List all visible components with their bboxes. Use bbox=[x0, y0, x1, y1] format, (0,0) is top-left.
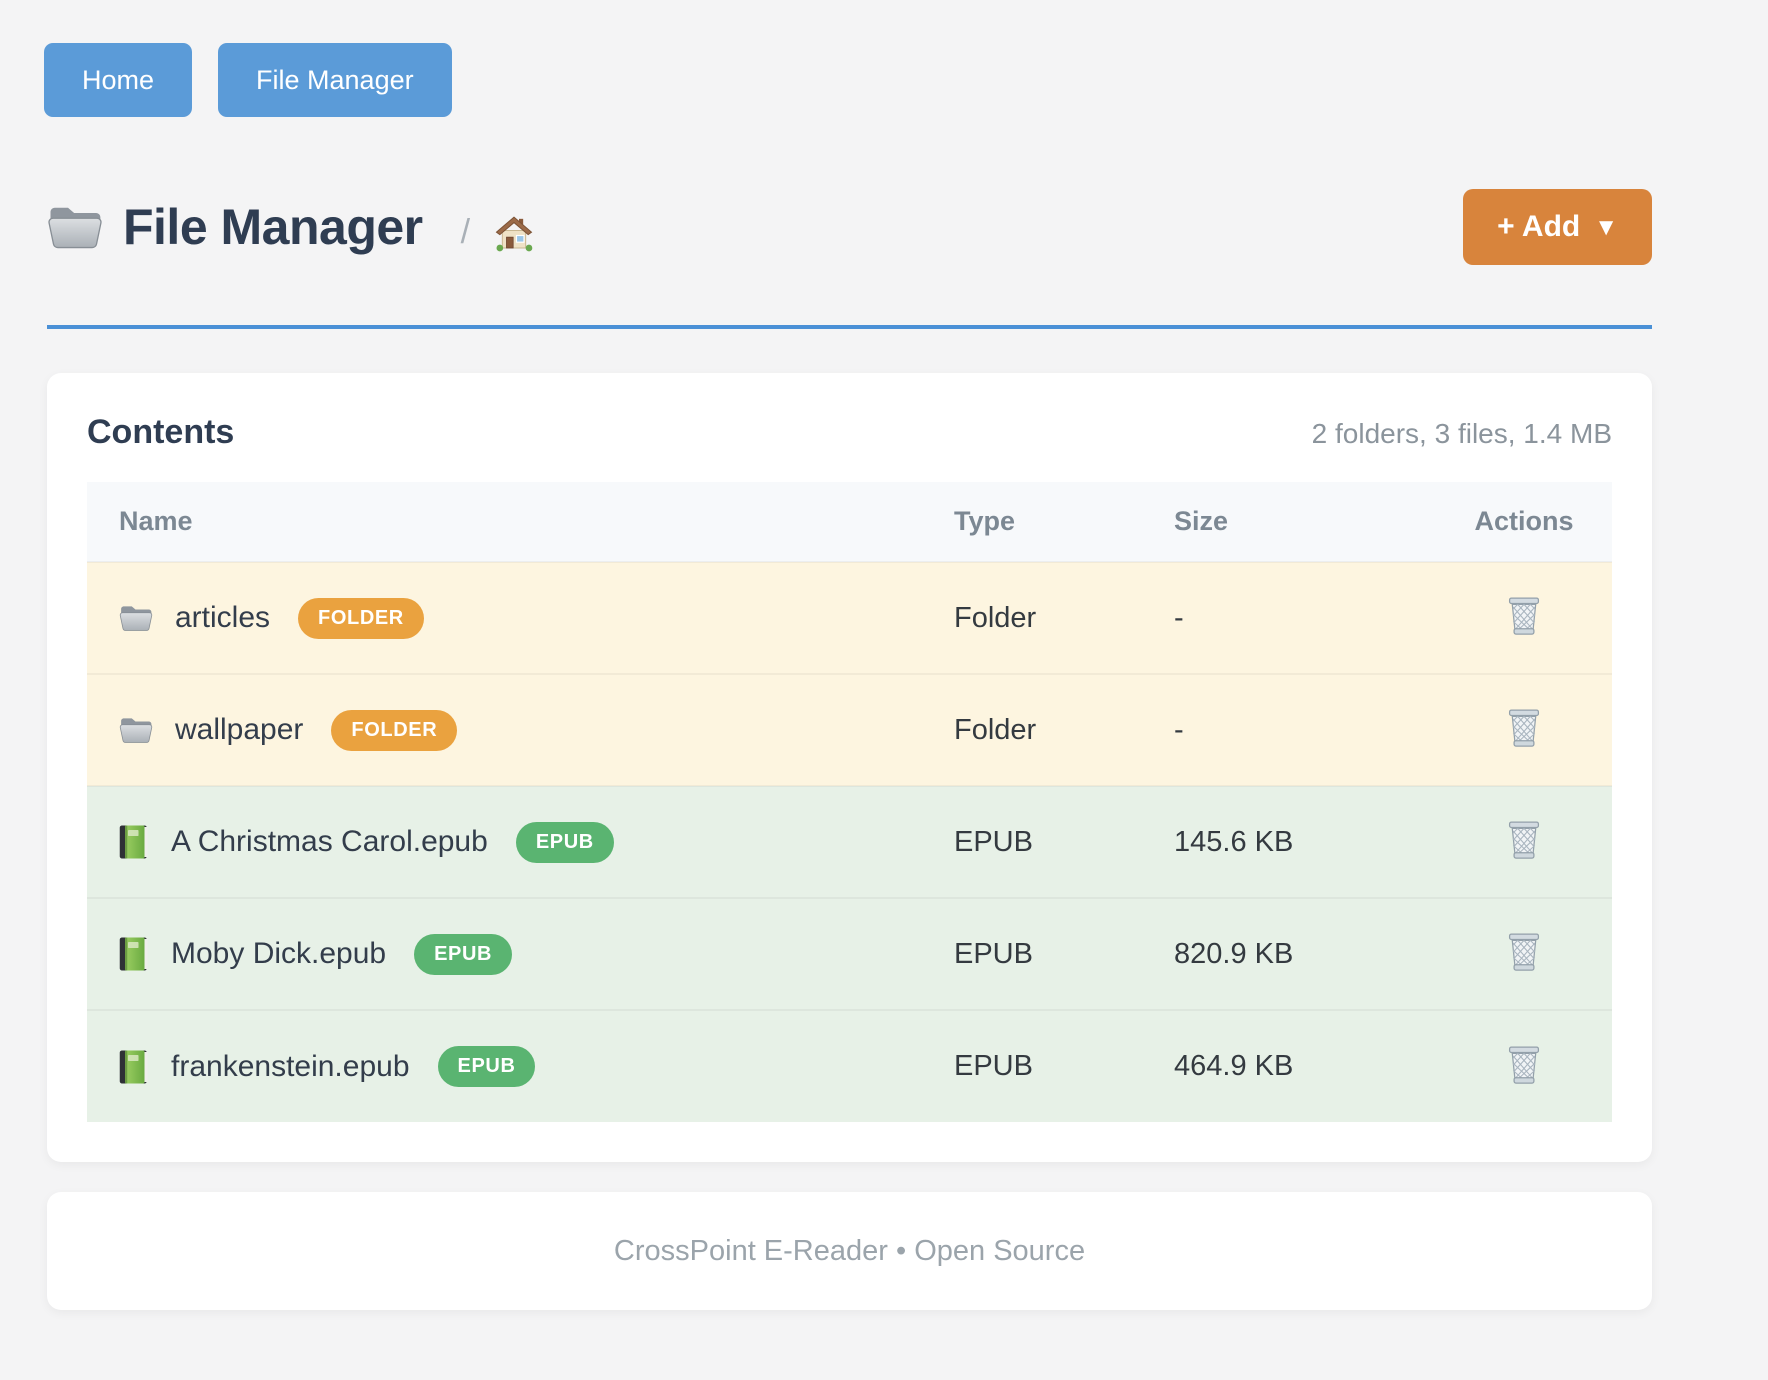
page-header: File Manager / + Add ▼ bbox=[47, 189, 1652, 265]
column-header-size: Size bbox=[1174, 482, 1436, 562]
column-header-actions: Actions bbox=[1436, 482, 1612, 562]
folder-badge: FOLDER bbox=[298, 597, 424, 639]
item-size: - bbox=[1174, 561, 1436, 674]
contents-summary: 2 folders, 3 files, 1.4 MB bbox=[1311, 418, 1612, 449]
home-icon[interactable] bbox=[494, 214, 534, 252]
item-size: 464.9 KB bbox=[1174, 1009, 1436, 1122]
table-header-row: Name Type Size Actions bbox=[87, 482, 1612, 562]
epub-badge: EPUB bbox=[515, 821, 614, 863]
folder-icon bbox=[119, 716, 153, 744]
file-row: frankenstein.epub EPUB EPUB 464.9 KB bbox=[87, 1009, 1612, 1122]
item-name-link[interactable]: Moby Dick.epub bbox=[171, 937, 387, 970]
delete-button[interactable] bbox=[1500, 814, 1548, 868]
footer-text: CrossPoint E-Reader • Open Source bbox=[613, 1234, 1086, 1267]
folder-badge: FOLDER bbox=[331, 709, 458, 751]
item-size: - bbox=[1174, 673, 1436, 786]
column-header-name: Name bbox=[87, 482, 954, 562]
folder-row: articles FOLDER Folder - bbox=[87, 561, 1612, 674]
book-icon bbox=[119, 935, 149, 973]
add-button-label: + Add bbox=[1497, 210, 1581, 243]
column-header-type: Type bbox=[954, 482, 1174, 562]
item-type: EPUB bbox=[954, 785, 1174, 898]
item-name-link[interactable]: frankenstein.epub bbox=[171, 1049, 410, 1083]
title-divider bbox=[47, 325, 1652, 329]
epub-badge: EPUB bbox=[414, 933, 513, 975]
caret-down-icon: ▼ bbox=[1594, 214, 1618, 241]
page-title: File Manager bbox=[123, 199, 423, 255]
item-size: 145.6 KB bbox=[1174, 785, 1436, 898]
item-name-link[interactable]: articles bbox=[175, 601, 271, 634]
item-type: Folder bbox=[954, 561, 1174, 674]
item-name-link[interactable]: wallpaper bbox=[175, 713, 304, 746]
folder-icon bbox=[47, 204, 103, 250]
trash-icon bbox=[1506, 932, 1542, 974]
file-manager-button[interactable]: File Manager bbox=[218, 43, 452, 117]
trash-icon bbox=[1506, 820, 1542, 862]
home-button[interactable]: Home bbox=[44, 43, 193, 117]
folder-icon bbox=[119, 604, 153, 632]
item-type: Folder bbox=[954, 673, 1174, 786]
item-size: 820.9 KB bbox=[1174, 897, 1436, 1010]
item-name-link[interactable]: A Christmas Carol.epub bbox=[171, 825, 488, 858]
contents-card: Contents 2 folders, 3 files, 1.4 MB Name… bbox=[47, 373, 1652, 1162]
delete-button[interactable] bbox=[1500, 590, 1548, 644]
trash-icon bbox=[1506, 1045, 1542, 1087]
delete-button[interactable] bbox=[1500, 1039, 1548, 1093]
delete-button[interactable] bbox=[1500, 702, 1548, 756]
top-nav: Home File Manager bbox=[44, 0, 1652, 117]
item-type: EPUB bbox=[954, 1009, 1174, 1122]
file-row: A Christmas Carol.epub EPUB EPUB 145.6 K… bbox=[87, 785, 1612, 898]
item-type: EPUB bbox=[954, 897, 1174, 1010]
book-icon bbox=[119, 1048, 149, 1086]
add-button[interactable]: + Add ▼ bbox=[1463, 189, 1652, 265]
delete-button[interactable] bbox=[1500, 926, 1548, 980]
trash-icon bbox=[1506, 708, 1542, 750]
breadcrumb-separator: / bbox=[460, 212, 471, 251]
epub-badge: EPUB bbox=[437, 1046, 536, 1087]
trash-icon bbox=[1506, 596, 1542, 638]
book-icon bbox=[119, 823, 149, 861]
file-row: Moby Dick.epub EPUB EPUB 820.9 KB bbox=[87, 897, 1612, 1010]
file-table: Name Type Size Actions articles bbox=[87, 482, 1612, 1122]
footer: CrossPoint E-Reader • Open Source bbox=[47, 1192, 1652, 1310]
contents-heading: Contents bbox=[87, 413, 235, 451]
folder-row: wallpaper FOLDER Folder - bbox=[87, 673, 1612, 786]
